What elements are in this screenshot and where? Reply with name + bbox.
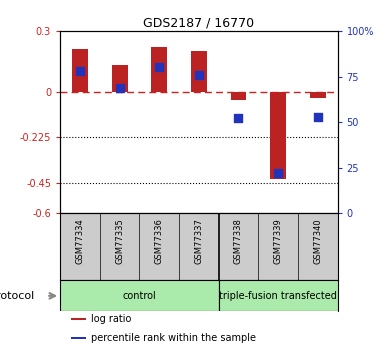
Text: GSM77336: GSM77336 [155, 218, 164, 264]
Text: GSM77338: GSM77338 [234, 218, 243, 264]
Bar [310, 92, 326, 98]
Text: GSM77339: GSM77339 [274, 218, 282, 264]
Point [315, 114, 321, 119]
Text: triple-fusion transfected: triple-fusion transfected [219, 291, 337, 301]
Text: percentile rank within the sample: percentile rank within the sample [91, 333, 256, 343]
Bar [270, 92, 286, 179]
Point [156, 65, 162, 70]
Bar [72, 49, 88, 92]
Text: GSM77334: GSM77334 [75, 218, 85, 264]
Text: GSM77335: GSM77335 [115, 218, 124, 264]
Point [196, 72, 202, 78]
Bar [71, 318, 87, 320]
Text: log ratio: log ratio [91, 314, 131, 324]
Bar [60, 280, 219, 312]
Bar [230, 92, 246, 100]
Bar [71, 337, 87, 338]
Point [77, 68, 83, 74]
Text: protocol: protocol [0, 291, 35, 301]
Bar [191, 51, 207, 92]
Point [275, 170, 281, 176]
Point [116, 85, 123, 90]
Text: GSM77340: GSM77340 [313, 218, 322, 264]
Bar [219, 280, 338, 312]
Point [236, 116, 242, 121]
Bar [151, 47, 167, 92]
Text: GSM77337: GSM77337 [194, 218, 203, 264]
Title: GDS2187 / 16770: GDS2187 / 16770 [143, 17, 255, 30]
Text: control: control [123, 291, 156, 301]
Bar [112, 66, 128, 92]
